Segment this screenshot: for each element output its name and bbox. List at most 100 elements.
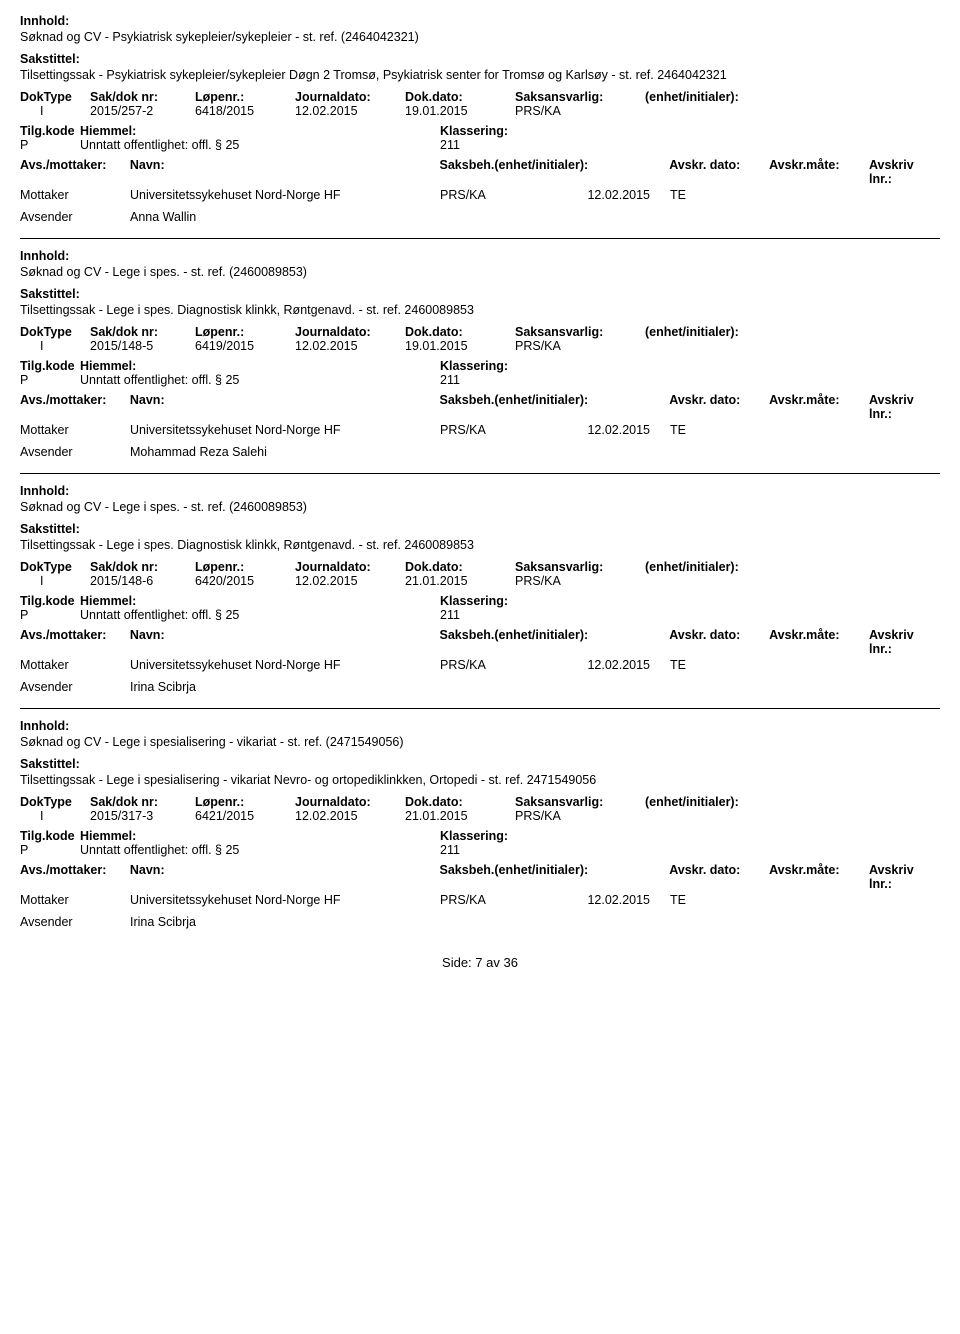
hjemmel-value-row: P Unntatt offentlighet: offl. § 25 [20, 373, 440, 387]
avskriv-lnr-header: Avskriv lnr.: [869, 393, 940, 421]
journaldato-header: Journaldato: [295, 90, 405, 104]
sakdok-value: 2015/148-6 [90, 574, 195, 588]
innhold-text: Søknad og CV - Lege i spes. - st. ref. (… [20, 500, 940, 514]
navn-header: Navn: [130, 393, 440, 421]
hjemmel-header-row: Tilg.kode Hiemmel: [20, 124, 440, 138]
avskr-dato-header: Avskr. dato: [669, 628, 769, 656]
klassering-value: 211 [440, 608, 508, 622]
klassering-block: Klassering: 211 [440, 594, 508, 622]
journaldato-header: Journaldato: [295, 325, 405, 339]
tilgkode-value: P [20, 608, 80, 622]
mottaker-avskrmate: TE [670, 188, 770, 202]
mottaker-row: Mottaker Universitetssykehuset Nord-Norg… [20, 423, 940, 437]
tilgkode-value: P [20, 843, 80, 857]
mottaker-avskrdato: 12.02.2015 [520, 658, 670, 672]
meta-value-row: I 2015/257-2 6418/2015 12.02.2015 19.01.… [20, 104, 940, 118]
hjemmel-klass-row: Tilg.kode Hiemmel: P Unntatt offentlighe… [20, 124, 940, 152]
tilgkode-value: P [20, 373, 80, 387]
saksansvarlig-value: PRS/KA [515, 339, 645, 353]
saksansvarlig-header: Saksansvarlig: [515, 325, 645, 339]
sakstittel-label: Sakstittel: [20, 52, 940, 66]
navn-header: Navn: [130, 158, 440, 186]
innhold-label: Innhold: [20, 719, 940, 733]
avsender-navn: Irina Scibrja [130, 915, 440, 929]
hjemmel-value: Unntatt offentlighet: offl. § 25 [80, 608, 440, 622]
avsender-navn: Irina Scibrja [130, 680, 440, 694]
hjemmel-header: Hiemmel: [80, 594, 440, 608]
saksansvarlig-value: PRS/KA [515, 809, 645, 823]
meta-header-row: DokType Sak/dok nr: Løpenr.: Journaldato… [20, 795, 940, 809]
hjemmel-klass-row: Tilg.kode Hiemmel: P Unntatt offentlighe… [20, 594, 940, 622]
avsender-navn: Mohammad Reza Salehi [130, 445, 440, 459]
meta-value-row: I 2015/148-5 6419/2015 12.02.2015 19.01.… [20, 339, 940, 353]
klassering-value: 211 [440, 843, 508, 857]
avskriv-lnr-header: Avskriv lnr.: [869, 158, 940, 186]
klassering-block: Klassering: 211 [440, 359, 508, 387]
journal-entry: Innhold: Søknad og CV - Psykiatrisk syke… [20, 14, 940, 224]
sakstittel-label: Sakstittel: [20, 757, 940, 771]
dokdato-header: Dok.dato: [405, 325, 515, 339]
doktype-header: DokType [20, 90, 90, 104]
saksbeh-header: Saksbeh.(enhet/initialer): [440, 393, 670, 421]
innhold-label: Innhold: [20, 249, 940, 263]
hjemmel-value: Unntatt offentlighet: offl. § 25 [80, 843, 440, 857]
meta-value-row: I 2015/317-3 6421/2015 12.02.2015 21.01.… [20, 809, 940, 823]
enhet-header: (enhet/initialer): [645, 795, 739, 809]
avs-header-row: Avs./mottaker: Navn: Saksbeh.(enhet/init… [20, 393, 940, 421]
saksansvarlig-header: Saksansvarlig: [515, 795, 645, 809]
klassering-header: Klassering: [440, 359, 508, 373]
tilgkode-header: Tilg.kode [20, 359, 80, 373]
avsender-navn: Anna Wallin [130, 210, 440, 224]
klassering-header: Klassering: [440, 594, 508, 608]
klassering-block: Klassering: 211 [440, 829, 508, 857]
dokdato-header: Dok.dato: [405, 795, 515, 809]
avs-header-row: Avs./mottaker: Navn: Saksbeh.(enhet/init… [20, 158, 940, 186]
dokdato-value: 21.01.2015 [405, 809, 515, 823]
mottaker-avskrdato: 12.02.2015 [520, 423, 670, 437]
hjemmel-header: Hiemmel: [80, 359, 440, 373]
avs-mottaker-header: Avs./mottaker: [20, 863, 130, 891]
innhold-text: Søknad og CV - Lege i spes. - st. ref. (… [20, 265, 940, 279]
avsender-label: Avsender [20, 915, 130, 929]
entry-divider [20, 708, 940, 709]
doktype-header: DokType [20, 560, 90, 574]
lopenr-header: Løpenr.: [195, 560, 295, 574]
journal-entry: Innhold: Søknad og CV - Lege i spes. - s… [20, 484, 940, 694]
klassering-value: 211 [440, 373, 508, 387]
sakdok-header: Sak/dok nr: [90, 560, 195, 574]
mottaker-label: Mottaker [20, 893, 130, 907]
doktype-header: DokType [20, 325, 90, 339]
sakdok-value: 2015/148-5 [90, 339, 195, 353]
journaldato-value: 12.02.2015 [295, 574, 405, 588]
entries-container: Innhold: Søknad og CV - Psykiatrisk syke… [20, 14, 940, 929]
avsender-row: Avsender Anna Wallin [20, 210, 940, 224]
avs-header-row: Avs./mottaker: Navn: Saksbeh.(enhet/init… [20, 863, 940, 891]
innhold-text: Søknad og CV - Lege i spesialisering - v… [20, 735, 940, 749]
entry-divider [20, 238, 940, 239]
avskr-dato-header: Avskr. dato: [669, 863, 769, 891]
page-number: 7 [475, 955, 482, 970]
avskr-mate-header: Avskr.måte: [769, 158, 869, 186]
sakstittel-text: Tilsettingssak - Lege i spesialisering -… [20, 773, 940, 787]
page-total: 36 [503, 955, 517, 970]
mottaker-saksbeh: PRS/KA [440, 188, 520, 202]
hjemmel-header: Hiemmel: [80, 124, 440, 138]
lopenr-header: Løpenr.: [195, 795, 295, 809]
avsender-label: Avsender [20, 445, 130, 459]
lopenr-value: 6420/2015 [195, 574, 295, 588]
saksbeh-header: Saksbeh.(enhet/initialer): [440, 158, 670, 186]
avsender-row: Avsender Irina Scibrja [20, 680, 940, 694]
journal-entry: Innhold: Søknad og CV - Lege i spes. - s… [20, 249, 940, 459]
enhet-header: (enhet/initialer): [645, 560, 739, 574]
mottaker-label: Mottaker [20, 423, 130, 437]
doktype-value: I [20, 104, 90, 118]
journaldato-header: Journaldato: [295, 795, 405, 809]
doktype-value: I [20, 574, 90, 588]
enhet-header: (enhet/initialer): [645, 325, 739, 339]
mottaker-navn: Universitetssykehuset Nord-Norge HF [130, 658, 440, 672]
meta-value-row: I 2015/148-6 6420/2015 12.02.2015 21.01.… [20, 574, 940, 588]
avskr-mate-header: Avskr.måte: [769, 863, 869, 891]
meta-header-row: DokType Sak/dok nr: Løpenr.: Journaldato… [20, 90, 940, 104]
mottaker-navn: Universitetssykehuset Nord-Norge HF [130, 188, 440, 202]
journaldato-header: Journaldato: [295, 560, 405, 574]
